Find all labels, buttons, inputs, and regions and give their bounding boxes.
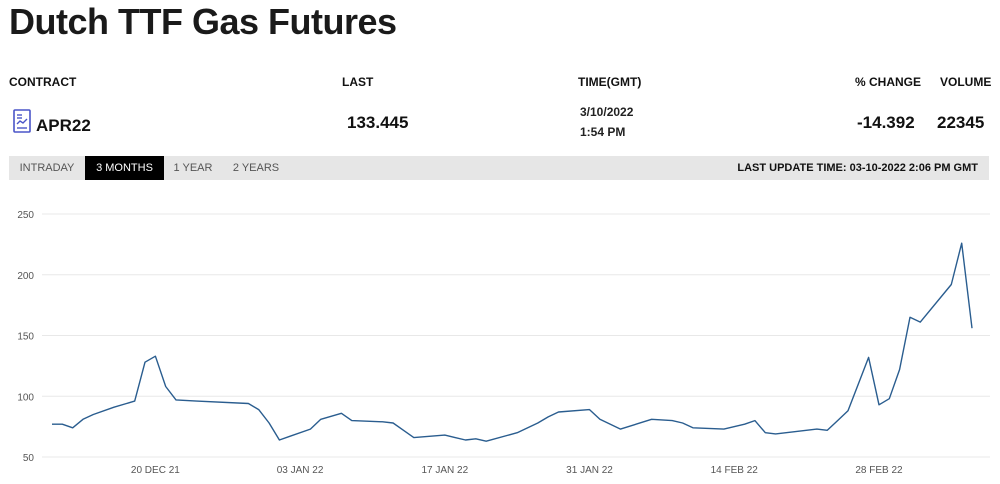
price-line-chart: 50 100 150 200 250 20 DEC 21 03 JAN 22 17 JAN … — [17, 210, 990, 476]
y-tick-label: 150 — [17, 332, 34, 343]
column-header-contract: CONTRACT — [9, 75, 77, 89]
y-axis-ticks: 50 100 150 200 250 — [17, 210, 34, 464]
tab-1-year[interactable]: 1 YEAR — [173, 162, 213, 174]
range-tab-bar: INTRADAY 3 MONTHS 1 YEAR 2 YEARS LAST UP… — [9, 156, 989, 180]
percent-change: -14.392 — [857, 113, 915, 132]
page-title: Dutch TTF Gas Futures — [9, 1, 397, 42]
column-header-time: TIME(GMT) — [578, 75, 642, 89]
y-tick-label: 250 — [17, 210, 34, 221]
last-update-time: LAST UPDATE TIME: 03-10-2022 2:06 PM GMT — [737, 162, 978, 174]
contract-name[interactable]: APR22 — [36, 116, 91, 135]
y-tick-label: 50 — [23, 453, 35, 464]
tab-intraday[interactable]: INTRADAY — [19, 162, 75, 174]
series-layer — [52, 242, 973, 442]
x-tick-label: 31 JAN 22 — [566, 465, 613, 476]
x-tick-label: 03 JAN 22 — [277, 465, 324, 476]
trade-date: 3/10/2022 — [580, 105, 634, 119]
x-tick-label: 14 FEB 22 — [711, 465, 759, 476]
trade-time: 1:54 PM — [580, 125, 626, 139]
x-axis-ticks: 20 DEC 21 03 JAN 22 17 JAN 22 31 JAN 22 14 F… — [131, 465, 903, 476]
y-tick-label: 200 — [17, 271, 34, 282]
y-tick-label: 100 — [17, 392, 34, 403]
document-chart-icon[interactable] — [13, 109, 31, 133]
column-header-last: LAST — [342, 75, 374, 89]
tab-2-years[interactable]: 2 YEARS — [232, 162, 280, 174]
column-header-change: % CHANGE — [855, 75, 922, 89]
x-tick-label: 20 DEC 21 — [131, 465, 180, 476]
x-tick-label: 28 FEB 22 — [855, 465, 903, 476]
price-series-line — [52, 242, 973, 442]
tab-3-months[interactable]: 3 MONTHS — [85, 156, 164, 180]
volume-value: 22345 — [937, 113, 985, 132]
chart-gridlines — [42, 213, 990, 458]
column-header-volume: VOLUME — [940, 75, 992, 89]
x-tick-label: 17 JAN 22 — [421, 465, 468, 476]
last-price: 133.445 — [347, 113, 409, 132]
